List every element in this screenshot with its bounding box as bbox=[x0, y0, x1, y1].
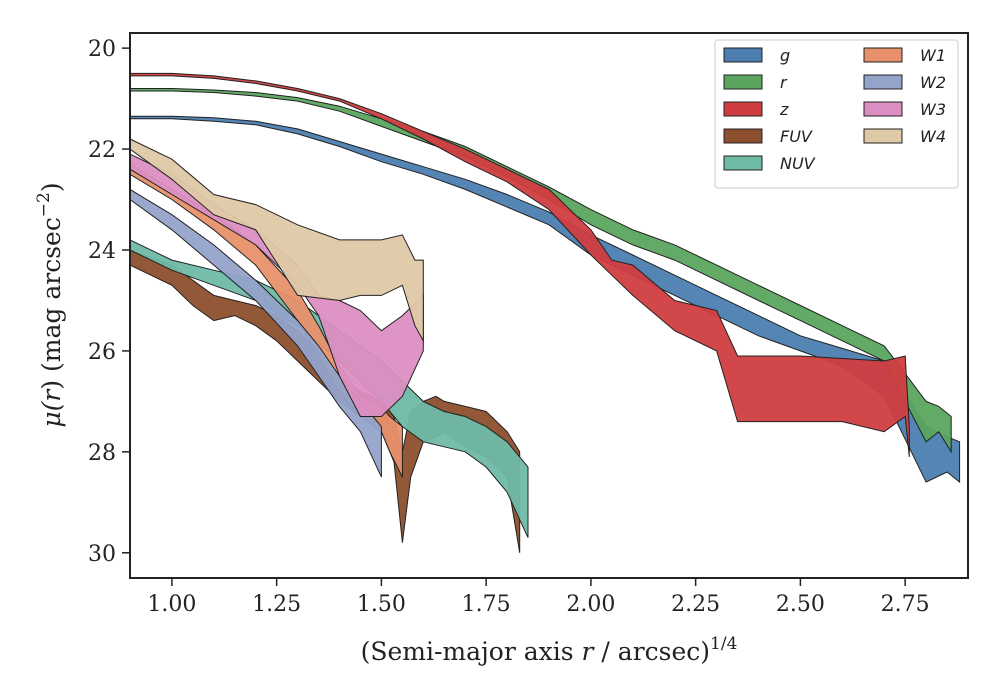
y-axis-label-sup: −2 bbox=[34, 192, 54, 217]
plot-frame bbox=[129, 32, 969, 579]
x-tick-label: 2.75 bbox=[881, 592, 930, 617]
x-axis-label-var: r bbox=[582, 637, 596, 666]
legend-swatch-w1 bbox=[863, 47, 903, 63]
legend-swatch-w2 bbox=[863, 74, 903, 90]
legend-swatch-w4 bbox=[863, 128, 903, 144]
y-tick-label: 20 bbox=[88, 37, 116, 62]
band-g bbox=[129, 115, 961, 484]
legend-label-fuv: FUV bbox=[780, 127, 813, 146]
legend-label-w3: W3 bbox=[920, 100, 946, 119]
y-tick-label: 30 bbox=[88, 542, 116, 567]
legend-label-w4: W4 bbox=[920, 127, 946, 146]
x-axis-label: (Semi-major axis r / arcsec)1/4 bbox=[361, 634, 738, 666]
legend-label-r: r bbox=[780, 73, 788, 92]
band-w4 bbox=[129, 138, 424, 343]
band-r bbox=[129, 88, 952, 454]
legend-label-g: g bbox=[780, 46, 790, 65]
x-tick-label: 1.75 bbox=[462, 592, 511, 617]
x-axis-label-pre: (Semi-major axis bbox=[361, 637, 582, 666]
x-tick-label: 2.00 bbox=[566, 592, 615, 617]
x-tick-label: 1.00 bbox=[147, 592, 196, 617]
x-tick-label: 2.50 bbox=[776, 592, 825, 617]
y-tick-label: 26 bbox=[88, 340, 116, 365]
x-axis: 1.00 1.25 1.50 1.75 2.00 2.25 2.50 2.75 bbox=[147, 578, 930, 617]
y-tick-label: 22 bbox=[88, 138, 116, 163]
legend: grz FUV NUV W1 W2 W3 W4 bbox=[714, 39, 959, 189]
legend-swatch-r bbox=[723, 74, 763, 90]
legend-label-w2: W2 bbox=[920, 73, 946, 92]
legend-swatch-fuv bbox=[723, 128, 763, 144]
band-w2 bbox=[129, 188, 382, 478]
y-axis-label: μ(r) (mag arcsec−2) bbox=[34, 182, 66, 427]
y-axis-label-mu: μ( bbox=[37, 400, 66, 427]
y-axis: 20 22 24 26 28 30 bbox=[88, 37, 130, 567]
legend-label-z: z bbox=[779, 100, 789, 119]
legend-label-w1: W1 bbox=[920, 46, 946, 65]
legend-swatch-z bbox=[723, 101, 763, 117]
y-axis-label-var: r bbox=[37, 388, 66, 402]
y-tick-label: 24 bbox=[88, 239, 116, 264]
y-axis-label-end: ) bbox=[37, 182, 66, 192]
y-tick-label: 28 bbox=[88, 441, 116, 466]
band-z bbox=[129, 72, 910, 457]
legend-swatch-g bbox=[723, 47, 763, 63]
legend-swatch-nuv bbox=[723, 155, 763, 171]
series-bands bbox=[129, 72, 961, 553]
x-tick-label: 2.25 bbox=[671, 592, 720, 617]
x-tick-label: 1.50 bbox=[357, 592, 406, 617]
x-axis-label-sup: 1/4 bbox=[710, 634, 737, 654]
x-tick-label: 1.25 bbox=[252, 592, 301, 617]
x-axis-label-post: / arcsec) bbox=[593, 637, 710, 666]
legend-label-nuv: NUV bbox=[780, 154, 816, 173]
y-axis-label-mid: ) (mag arcsec bbox=[37, 217, 66, 390]
legend-swatch-w3 bbox=[863, 101, 903, 117]
band-w1 bbox=[129, 163, 403, 478]
